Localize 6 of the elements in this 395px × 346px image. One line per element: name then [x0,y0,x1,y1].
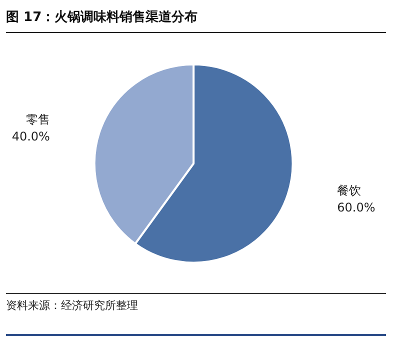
text: 资料来源：经济研究所整理 [6,293,386,336]
data-label: 60.0% [337,200,376,214]
data-label: 40.0% [12,130,50,144]
chart-title: 图 17：火锅调味料销售渠道分布 [6,8,386,33]
slice-label: 零售 [26,112,50,127]
slice-label: 餐饮 [337,183,362,198]
